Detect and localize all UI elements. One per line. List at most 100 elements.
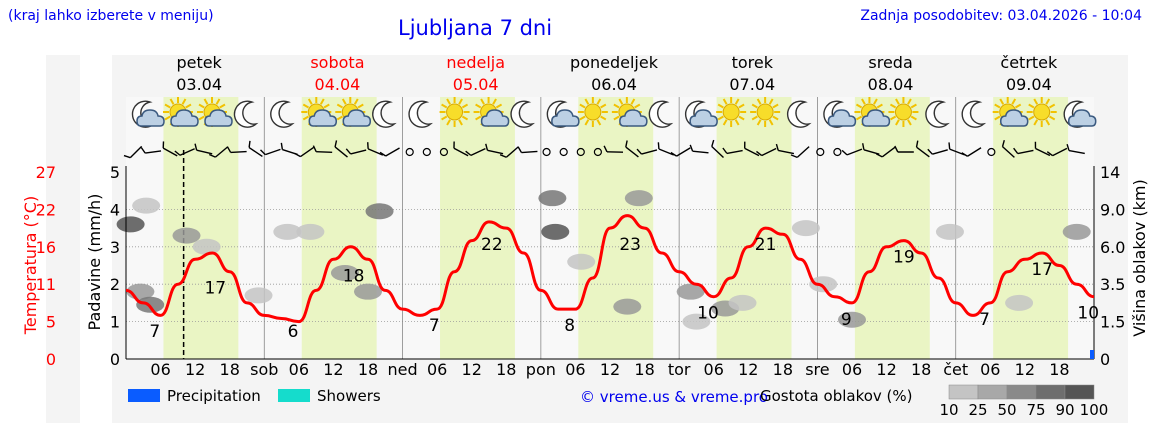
cloud-scale-swatch: [948, 384, 979, 400]
cloud-icon: [204, 109, 233, 127]
sun-cloud-icon: [335, 97, 372, 127]
day-short-label: sre: [805, 360, 829, 379]
day-short-label: pon: [526, 360, 556, 379]
day-date: 05.04: [453, 75, 499, 94]
daylight-bands: [163, 97, 1069, 359]
day-name: nedelja: [446, 53, 505, 72]
location-hint[interactable]: (kraj lahko izberete v meniju): [8, 8, 214, 24]
day-headers: petek 03.04 sobota 04.04 nedelja 05.04 ponedel…: [176, 53, 1058, 94]
cloud-patch: [172, 227, 201, 244]
wind-barb: [1034, 141, 1051, 157]
wind-barb: [345, 148, 367, 155]
moon-icon: [408, 100, 433, 128]
wind-barb: [379, 147, 400, 157]
temperature-label: 18: [343, 266, 365, 286]
moon-icon: [925, 100, 950, 128]
daylight-band: [716, 97, 792, 359]
cloud-density-title: Gostota oblakov (%): [760, 387, 913, 405]
moon-icon: [648, 100, 674, 128]
hour-tick-label: 06: [150, 360, 170, 379]
temperature-label: 22: [481, 235, 503, 255]
moon-icon: [925, 100, 950, 128]
cloud-patch: [244, 287, 273, 304]
sun-cloud-icon: [197, 97, 233, 127]
cloud-patch: [935, 223, 964, 240]
cloud-density-marks: [116, 190, 1091, 330]
cloud-patch: [296, 223, 325, 240]
daylight-band: [993, 97, 1069, 359]
left-axis-panel: [46, 55, 80, 423]
moon-icon: [786, 100, 812, 128]
sun-icon: [750, 97, 781, 127]
hour-tick-label: 18: [220, 360, 240, 379]
wind-calm: [559, 147, 568, 157]
wind-barb: [876, 146, 896, 158]
temperature-labels: 7 17 6 18 7 22 8 23 10 21 9 19 7 17 10: [149, 235, 1099, 342]
hour-tick-label: 06: [427, 360, 447, 379]
wind-barb: [915, 140, 930, 158]
wind-calm: [833, 147, 842, 157]
moon-icon: [786, 100, 812, 128]
wind-barb: [1013, 147, 1034, 155]
precip-tick-label: 1: [110, 313, 120, 332]
cloud-patch: [354, 283, 382, 300]
day-date: 03.04: [176, 75, 222, 94]
cloud-scale-swatch: [1035, 384, 1066, 400]
precip-tick-label: 0: [110, 350, 120, 369]
cloud-patch: [791, 220, 820, 237]
wind-barb: [465, 147, 486, 157]
cloud-scale-label: 50: [997, 401, 1016, 419]
wind-barb: [961, 147, 982, 157]
cloud-tick-label: 9.0: [1100, 200, 1125, 219]
precip-tick-label: 2: [110, 275, 120, 294]
cloud-icon: [827, 109, 857, 127]
sun-cloud-icon: [854, 97, 891, 127]
temp-tick-label: 22: [36, 200, 56, 219]
temperature-line: [125, 214, 1095, 324]
sun-icon: [439, 97, 470, 127]
day-name: petek: [176, 53, 222, 72]
x-axis: 06 12 18 06 12 18 sob 06 12 18 ned 06 12 18 pon 06 12 18 t…: [126, 350, 1094, 379]
temperature-label: 9: [841, 310, 852, 330]
hour-tick-label: 06: [704, 360, 724, 379]
weather-icons: [131, 97, 1097, 128]
day-date: 07.04: [729, 75, 775, 94]
hour-tick-label: 18: [773, 360, 793, 379]
cloud-patch: [676, 283, 705, 300]
cloud-patch: [365, 203, 394, 220]
wind-barb: [226, 146, 247, 154]
wind-barb: [517, 146, 538, 154]
moon-icon: [648, 100, 674, 128]
precip-bar: [1090, 350, 1094, 359]
wind-barb: [499, 146, 519, 158]
cloud-scale-label: 25: [968, 401, 987, 419]
wind-barb: [1001, 139, 1015, 158]
page-title: Ljubljana 7 dni: [398, 16, 553, 40]
day-short-label: tor: [668, 360, 691, 379]
temperature-label: 17: [1031, 260, 1053, 280]
wind-calm: [987, 147, 996, 157]
hour-tick-label: 12: [600, 360, 620, 379]
day-date: 04.04: [315, 75, 361, 94]
temperature-label: 7: [149, 322, 160, 342]
cloud-patch: [613, 298, 642, 315]
wind-barb: [670, 147, 691, 157]
wind-barb: [603, 145, 624, 153]
temperature-label: 7: [979, 310, 990, 330]
day-name: torek: [732, 53, 774, 72]
moon-cloud-icon: [823, 100, 857, 128]
cloud-icon: [1067, 109, 1097, 127]
cloud-scale-swatch: [1064, 384, 1095, 400]
wind-barb: [162, 141, 178, 157]
credit-link: © vreme.us & vreme.pro: [580, 388, 768, 406]
sun-cloud-icon: [163, 97, 199, 127]
sun-icon: [1026, 97, 1057, 127]
hour-tick-label: 18: [496, 360, 516, 379]
showers-swatch: [278, 389, 310, 402]
wind-calm: [405, 147, 414, 157]
precip-tick-label: 5: [110, 163, 120, 182]
temp-axis-title: Temperatura (°C): [21, 196, 40, 335]
temperature-label: 17: [204, 279, 226, 299]
wind-barb: [260, 148, 281, 156]
wind-barb: [367, 142, 384, 156]
